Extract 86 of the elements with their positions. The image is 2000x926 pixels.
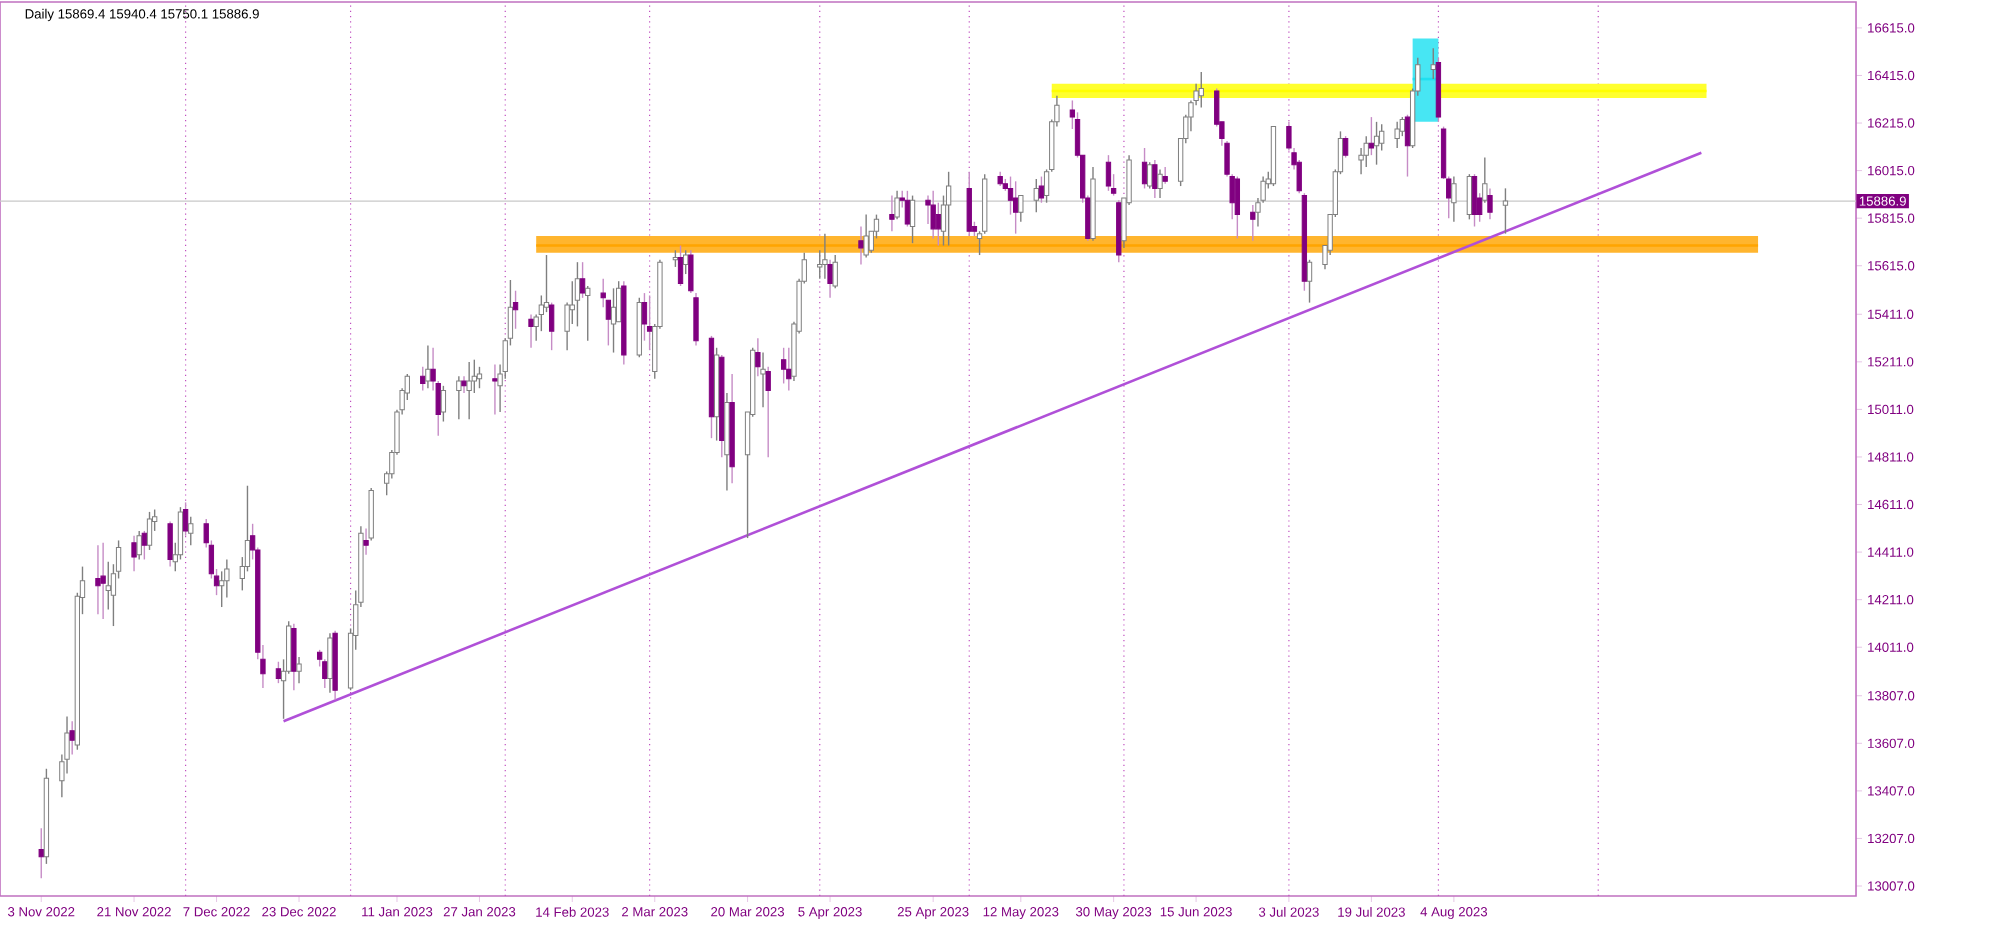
candlestick <box>693 292 699 347</box>
candlestick <box>646 294 653 351</box>
candlestick <box>456 375 462 420</box>
candlestick <box>1404 114 1411 178</box>
candlestick <box>1033 178 1039 213</box>
candlestick <box>275 661 282 684</box>
candlestick <box>822 232 828 280</box>
candlestick <box>1198 71 1204 109</box>
candlestick <box>105 561 111 611</box>
candlestick <box>69 720 75 756</box>
candlestick <box>765 366 771 458</box>
candlestick <box>1012 180 1019 235</box>
candlestick <box>1373 121 1380 166</box>
candlestick <box>1105 154 1112 192</box>
candlestick <box>327 632 333 694</box>
candlestick <box>548 301 555 351</box>
candlestick <box>1147 161 1153 190</box>
candlestick <box>141 530 148 561</box>
candlestick <box>100 542 106 620</box>
candlestick <box>440 385 447 423</box>
candlestick <box>832 254 838 290</box>
candlestick <box>296 656 302 684</box>
candlestick <box>136 530 142 561</box>
candlestick <box>641 292 648 342</box>
candlestick <box>512 290 519 330</box>
candlestick <box>1038 175 1045 204</box>
candlestick <box>146 511 153 551</box>
candlestick <box>579 261 586 299</box>
candlestick <box>827 259 833 299</box>
candlestick <box>610 287 617 354</box>
candlestick <box>894 190 900 221</box>
candlestick <box>95 544 101 615</box>
candlestick <box>1471 173 1478 228</box>
candlestick <box>760 351 766 408</box>
candlestick <box>182 501 189 537</box>
candlestick <box>1466 173 1473 221</box>
candlestick <box>786 347 792 392</box>
candlestick <box>1368 116 1375 156</box>
candlestick <box>1502 187 1509 235</box>
candlestick <box>1250 204 1256 242</box>
candlestick <box>780 347 787 385</box>
candlestick <box>492 363 498 416</box>
candlestick <box>188 515 194 546</box>
candlestick <box>1487 187 1493 221</box>
candlestick <box>1141 147 1148 190</box>
candlestick <box>683 249 689 275</box>
candlestick <box>1451 175 1457 223</box>
candlestick <box>224 558 230 599</box>
candlestick <box>131 534 137 573</box>
candlestick <box>1363 135 1369 168</box>
candlestick <box>1430 47 1436 80</box>
candlestick <box>935 202 941 247</box>
candlestick <box>1162 166 1168 185</box>
candlestick <box>38 827 44 879</box>
candlestick <box>945 171 952 247</box>
candlestick <box>1018 194 1024 223</box>
candlestick <box>368 487 374 542</box>
candlestick <box>1482 156 1488 204</box>
candlestick <box>1306 259 1313 304</box>
candlestick <box>1342 135 1349 159</box>
candlestick <box>466 361 472 420</box>
candlestick <box>461 375 467 394</box>
candlestick <box>585 285 591 342</box>
candlestick <box>425 344 431 389</box>
candlestick <box>322 658 328 689</box>
candlestick <box>476 366 483 389</box>
candlestick <box>930 190 936 240</box>
candlestick <box>1234 175 1241 240</box>
candlestick <box>363 527 369 556</box>
candlestick <box>420 366 426 392</box>
candlestick <box>966 171 972 237</box>
candlestick <box>858 225 864 266</box>
candlestick <box>574 261 581 328</box>
candlestick <box>863 213 869 259</box>
candlestick <box>1394 121 1400 149</box>
candlestick <box>528 313 534 349</box>
candlestick <box>1152 159 1158 199</box>
candlestick <box>889 194 895 232</box>
candlestick <box>677 244 684 287</box>
candlestick <box>688 249 694 294</box>
candlestick <box>291 622 297 691</box>
candlestick <box>904 190 911 228</box>
candlestick <box>167 520 173 568</box>
candlestick <box>909 194 916 244</box>
candlestick <box>755 337 761 378</box>
candlestick <box>1157 168 1163 199</box>
